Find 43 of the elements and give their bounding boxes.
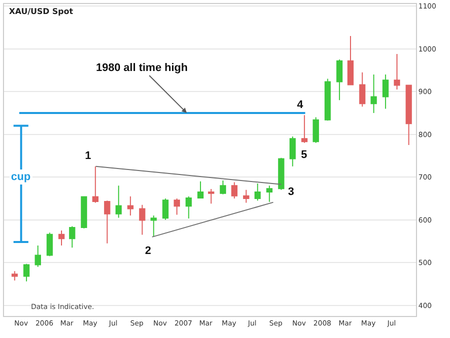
candlestick xyxy=(266,185,273,202)
annotation: cup xyxy=(11,171,31,183)
candlestick xyxy=(80,196,88,229)
candlestick xyxy=(220,180,226,195)
candlestick xyxy=(301,114,308,144)
annotation: 4 xyxy=(297,99,304,111)
candlestick xyxy=(186,196,192,220)
candlestick xyxy=(58,230,65,246)
candlestick xyxy=(69,226,76,248)
candlestick xyxy=(23,263,30,282)
candlestick xyxy=(278,157,284,190)
candlestick xyxy=(92,166,98,204)
candlestick xyxy=(174,198,180,216)
annotation: 2 xyxy=(145,245,152,257)
candlestick xyxy=(254,183,261,202)
annotation: 5 xyxy=(301,149,308,161)
candlestick xyxy=(208,188,214,204)
candlestick xyxy=(243,189,250,204)
candlestick xyxy=(370,74,377,114)
candlestick xyxy=(162,198,169,220)
candlestick xyxy=(312,116,319,144)
annotation: 3 xyxy=(288,186,294,198)
chart-title: XAU/USD Spot xyxy=(9,7,74,16)
candlestick xyxy=(127,196,134,216)
candlestick xyxy=(324,78,331,122)
candlestick xyxy=(139,204,146,236)
candlestick xyxy=(46,232,53,257)
candlestick xyxy=(406,84,412,146)
annotation: 1980 all time high xyxy=(96,62,188,74)
candlestick xyxy=(231,182,238,199)
candlestick xyxy=(150,215,157,238)
candlestick xyxy=(104,200,110,244)
candlestick xyxy=(394,54,400,90)
candlestick xyxy=(197,180,204,199)
candlestick xyxy=(12,270,18,282)
candlestick xyxy=(116,185,122,218)
candlestick xyxy=(290,136,296,167)
candlestick xyxy=(34,244,41,268)
candlestick xyxy=(382,74,389,110)
annotation: 1 xyxy=(85,150,92,162)
candlestick xyxy=(359,72,366,108)
candlestick xyxy=(336,59,343,101)
candlestick xyxy=(347,36,354,86)
